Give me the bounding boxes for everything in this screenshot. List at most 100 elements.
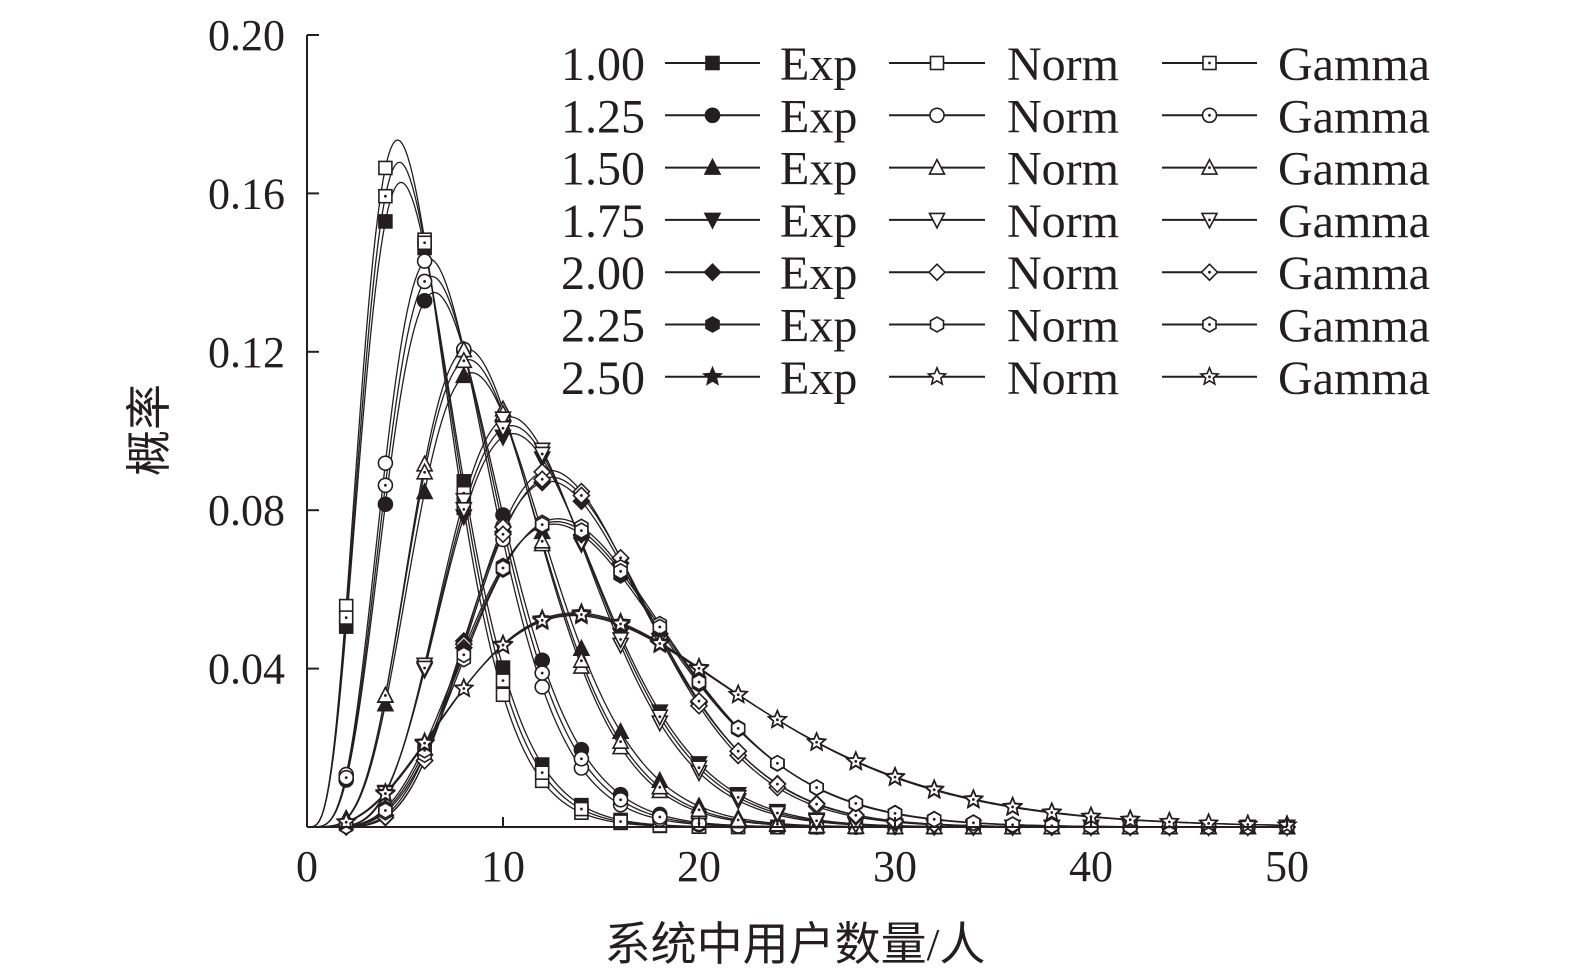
legend-row-2_25-norm-label: Norm: [1007, 300, 1119, 353]
marker-1_25-exp-3: [416, 292, 433, 309]
legend-row-1_25-gamma-label: Gamma: [1278, 90, 1430, 143]
marker-2_25-gamma-5-dot: [501, 566, 505, 570]
legend-row-2_25-value: 2.25: [561, 300, 645, 353]
marker-2_00-gamma-11-dot: [736, 749, 740, 753]
marker-1_25-gamma-9-dot: [658, 815, 662, 819]
legend-row-1_00-norm-marker: [929, 55, 945, 71]
legend-row-2_00: 2.00 Exp Norm Gamma: [561, 247, 1430, 300]
marker-1_00-gamma-8: [613, 814, 628, 829]
marker-1_00-gamma-2-dot: [384, 194, 387, 198]
legend-row-1_00-gamma-label: Gamma: [1278, 38, 1430, 91]
marker-1_50-exp-3: [415, 482, 434, 500]
marker-1_00-gamma-2: [378, 188, 393, 204]
marker-1_75-norm-4: [454, 492, 473, 510]
marker-1_00-norm-2-shape: [378, 160, 393, 176]
marker-2_00-gamma-14-dot: [854, 813, 858, 817]
marker-2_25-gamma-16-dot: [932, 817, 936, 821]
marker-1_50-gamma-8: [611, 731, 630, 749]
marker-2_25-gamma-9-dot: [658, 625, 662, 629]
marker-2_00-gamma-11: [729, 741, 748, 761]
marker-2_25-gamma-14: [848, 795, 864, 812]
marker-2_50-gamma-1-dot: [344, 820, 348, 824]
legend-row-1_00-norm-label: Norm: [1007, 38, 1119, 91]
marker-1_75-norm-5: [494, 411, 512, 429]
marker-2_50-gamma-22: [1158, 810, 1180, 831]
y-tick-label-3: 0.16: [208, 169, 285, 218]
legend-row-1_25-exp-label: Exp: [780, 90, 857, 143]
marker-1_25-gamma-7: [573, 750, 590, 767]
marker-1_25-gamma-3-dot: [423, 280, 426, 283]
legend-row-1_75-exp-marker: [703, 212, 722, 230]
marker-2_25-gamma-13: [809, 779, 824, 796]
legend-row-2_25: 2.25 Exp Norm Gamma: [561, 300, 1430, 353]
legend-row-1_75: 1.75 Exp Norm Gamma: [561, 195, 1430, 248]
legend-row-2_00-gamma-marker-dot: [1208, 270, 1211, 274]
marker-1_00-gamma-1: [338, 610, 354, 625]
legend-row-2_50-norm-marker-shape: [926, 365, 948, 386]
marker-1_50-gamma-4: [454, 351, 473, 369]
marker-2_00-gamma-5-dot: [501, 532, 505, 536]
legend: 1.00 Exp Norm Gamma 1.25 Exp Norm Gamma 1.50 Exp N…: [561, 38, 1430, 405]
marker-2_50-gamma-16: [923, 778, 945, 799]
marker-1_50-gamma-7: [572, 650, 591, 668]
marker-1_50-exp-2-shape: [376, 694, 395, 712]
legend-row-1_25-exp-marker: [704, 107, 721, 124]
marker-2_50-gamma-13-dot: [815, 740, 818, 744]
y-tick-label-4: 0.20: [208, 11, 285, 60]
marker-2_25-gamma-16: [926, 810, 942, 828]
marker-2_50-gamma-24-dot: [1246, 823, 1250, 826]
marker-2_25-gamma-18-dot: [1011, 823, 1014, 827]
x-axis-title: 系统中用户数量/人: [605, 919, 986, 970]
marker-2_50-gamma-21: [1119, 808, 1141, 829]
marker-1_25-gamma-1-dot: [344, 776, 348, 780]
marker-1_50-gamma-7-dot: [580, 659, 583, 663]
marker-2_50-gamma-11-dot: [736, 693, 740, 697]
legend-row-1_50-exp-marker-shape: [703, 157, 722, 175]
marker-2_25-gamma-2-dot: [384, 809, 387, 812]
marker-2_00-gamma-6: [533, 470, 552, 489]
marker-2_50-gamma-15: [884, 766, 906, 787]
legend-row-1_25-exp-marker-shape: [704, 107, 721, 124]
legend-row-1_50-norm-label: Norm: [1007, 143, 1119, 196]
marker-2_25-gamma-14-dot: [854, 802, 858, 805]
marker-2_50-gamma-18-dot: [1011, 805, 1014, 809]
legend-row-1_25: 1.25 Exp Norm Gamma: [561, 90, 1430, 143]
legend-row-1_75-gamma-marker: [1200, 212, 1219, 230]
legend-row-1_75-value: 1.75: [561, 195, 645, 248]
marker-2_50-gamma-4-dot: [462, 687, 466, 690]
marker-1_50-gamma-10: [690, 800, 708, 818]
marker-2_25-gamma-17: [966, 814, 981, 832]
marker-2_50-gamma-8: [610, 612, 632, 633]
marker-2_00-gamma-7-dot: [580, 494, 583, 497]
marker-2_25-gamma-4: [456, 646, 472, 664]
marker-2_00-gamma-14: [846, 806, 865, 825]
marker-1_00-gamma-7-dot: [580, 807, 583, 811]
marker-1_00-exp-5: [495, 660, 511, 675]
marker-1_25-gamma-2: [377, 477, 394, 494]
marker-1_25-norm-6-shape: [534, 679, 551, 695]
marker-2_50-gamma-21-dot: [1128, 818, 1132, 822]
y-tick-label-1: 0.08: [208, 486, 285, 535]
marker-2_00-gamma-7: [572, 486, 591, 505]
marker-1_25-gamma-7-dot: [580, 757, 583, 761]
legend-row-1_00-gamma-marker: [1202, 55, 1217, 71]
legend-row-2_50-value: 2.50: [561, 352, 645, 405]
marker-1_00-norm-2: [378, 160, 393, 176]
legend-row-1_00-exp-marker-shape: [705, 55, 720, 71]
marker-2_50-gamma-14-dot: [854, 760, 858, 763]
marker-2_00-gamma-5: [493, 525, 513, 544]
marker-1_75-norm-5-shape: [494, 411, 512, 429]
marker-2_50-gamma-17-dot: [972, 798, 975, 801]
legend-row-1_50-exp-marker: [703, 157, 722, 175]
marker-1_25-norm-2: [377, 455, 394, 471]
legend-row-2_50-norm-label: Norm: [1007, 352, 1119, 405]
legend-row-1_50-gamma-marker-dot: [1208, 166, 1211, 170]
marker-1_75-gamma-3-dot: [423, 666, 426, 670]
marker-2_25-gamma-18: [1005, 816, 1020, 834]
legend-row-2_00-exp-label: Exp: [780, 247, 857, 300]
marker-1_00-gamma-3-dot: [423, 241, 426, 245]
marker-1_50-gamma-10-dot: [697, 808, 701, 812]
marker-1_00-gamma-1-dot: [344, 616, 348, 620]
legend-row-1_50-exp-label: Exp: [780, 143, 857, 196]
